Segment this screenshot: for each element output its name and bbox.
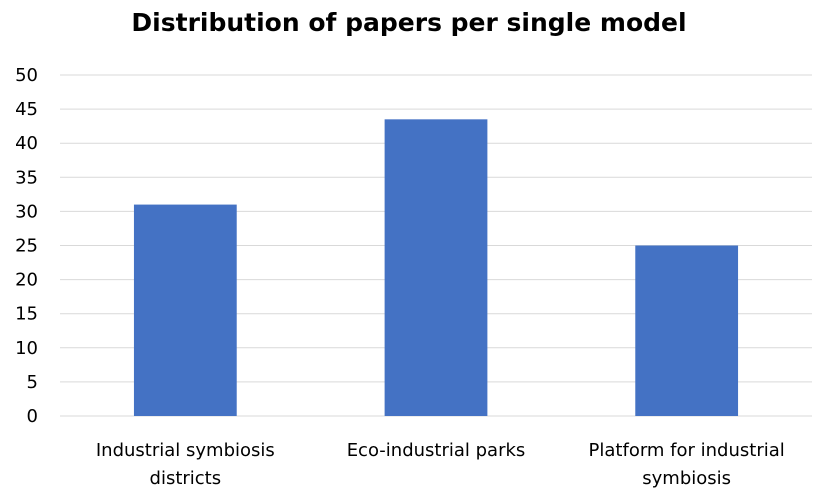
y-tick-label: 0 — [27, 406, 38, 427]
x-category-label-line: districts — [150, 468, 222, 489]
y-tick-label: 5 — [27, 372, 38, 393]
x-category-label: Industrial symbiosis districts — [96, 440, 275, 489]
y-tick-label: 10 — [15, 338, 38, 359]
y-tick-label: 50 — [15, 65, 38, 86]
x-category-label: Eco-industrial parks — [347, 440, 526, 461]
y-tick-label: 15 — [15, 304, 38, 325]
bars — [133, 119, 739, 416]
y-tick-label: 45 — [15, 99, 38, 120]
x-category-label-line: Platform for industrial — [589, 440, 785, 461]
x-axis-category-labels: Industrial symbiosis districts Eco-industr… — [96, 440, 785, 489]
y-tick-label: 40 — [15, 133, 38, 154]
x-category-label-line: Eco-industrial parks — [347, 440, 526, 461]
bar — [384, 119, 488, 416]
x-category-label-line: symbiosis — [642, 468, 731, 489]
y-tick-label: 35 — [15, 167, 38, 188]
bar — [635, 245, 739, 416]
y-tick-label: 20 — [15, 270, 38, 291]
y-tick-label: 30 — [15, 201, 38, 222]
chart-title: Distribution of papers per single model — [131, 8, 687, 37]
x-category-label-line: Industrial symbiosis — [96, 440, 275, 461]
y-tick-label: 25 — [15, 236, 38, 257]
x-category-label: Platform for industrial symbiosis — [589, 440, 785, 489]
y-axis-tick-labels: 0 5 10 15 20 25 30 35 40 45 50 — [15, 65, 38, 427]
bar — [133, 204, 237, 416]
